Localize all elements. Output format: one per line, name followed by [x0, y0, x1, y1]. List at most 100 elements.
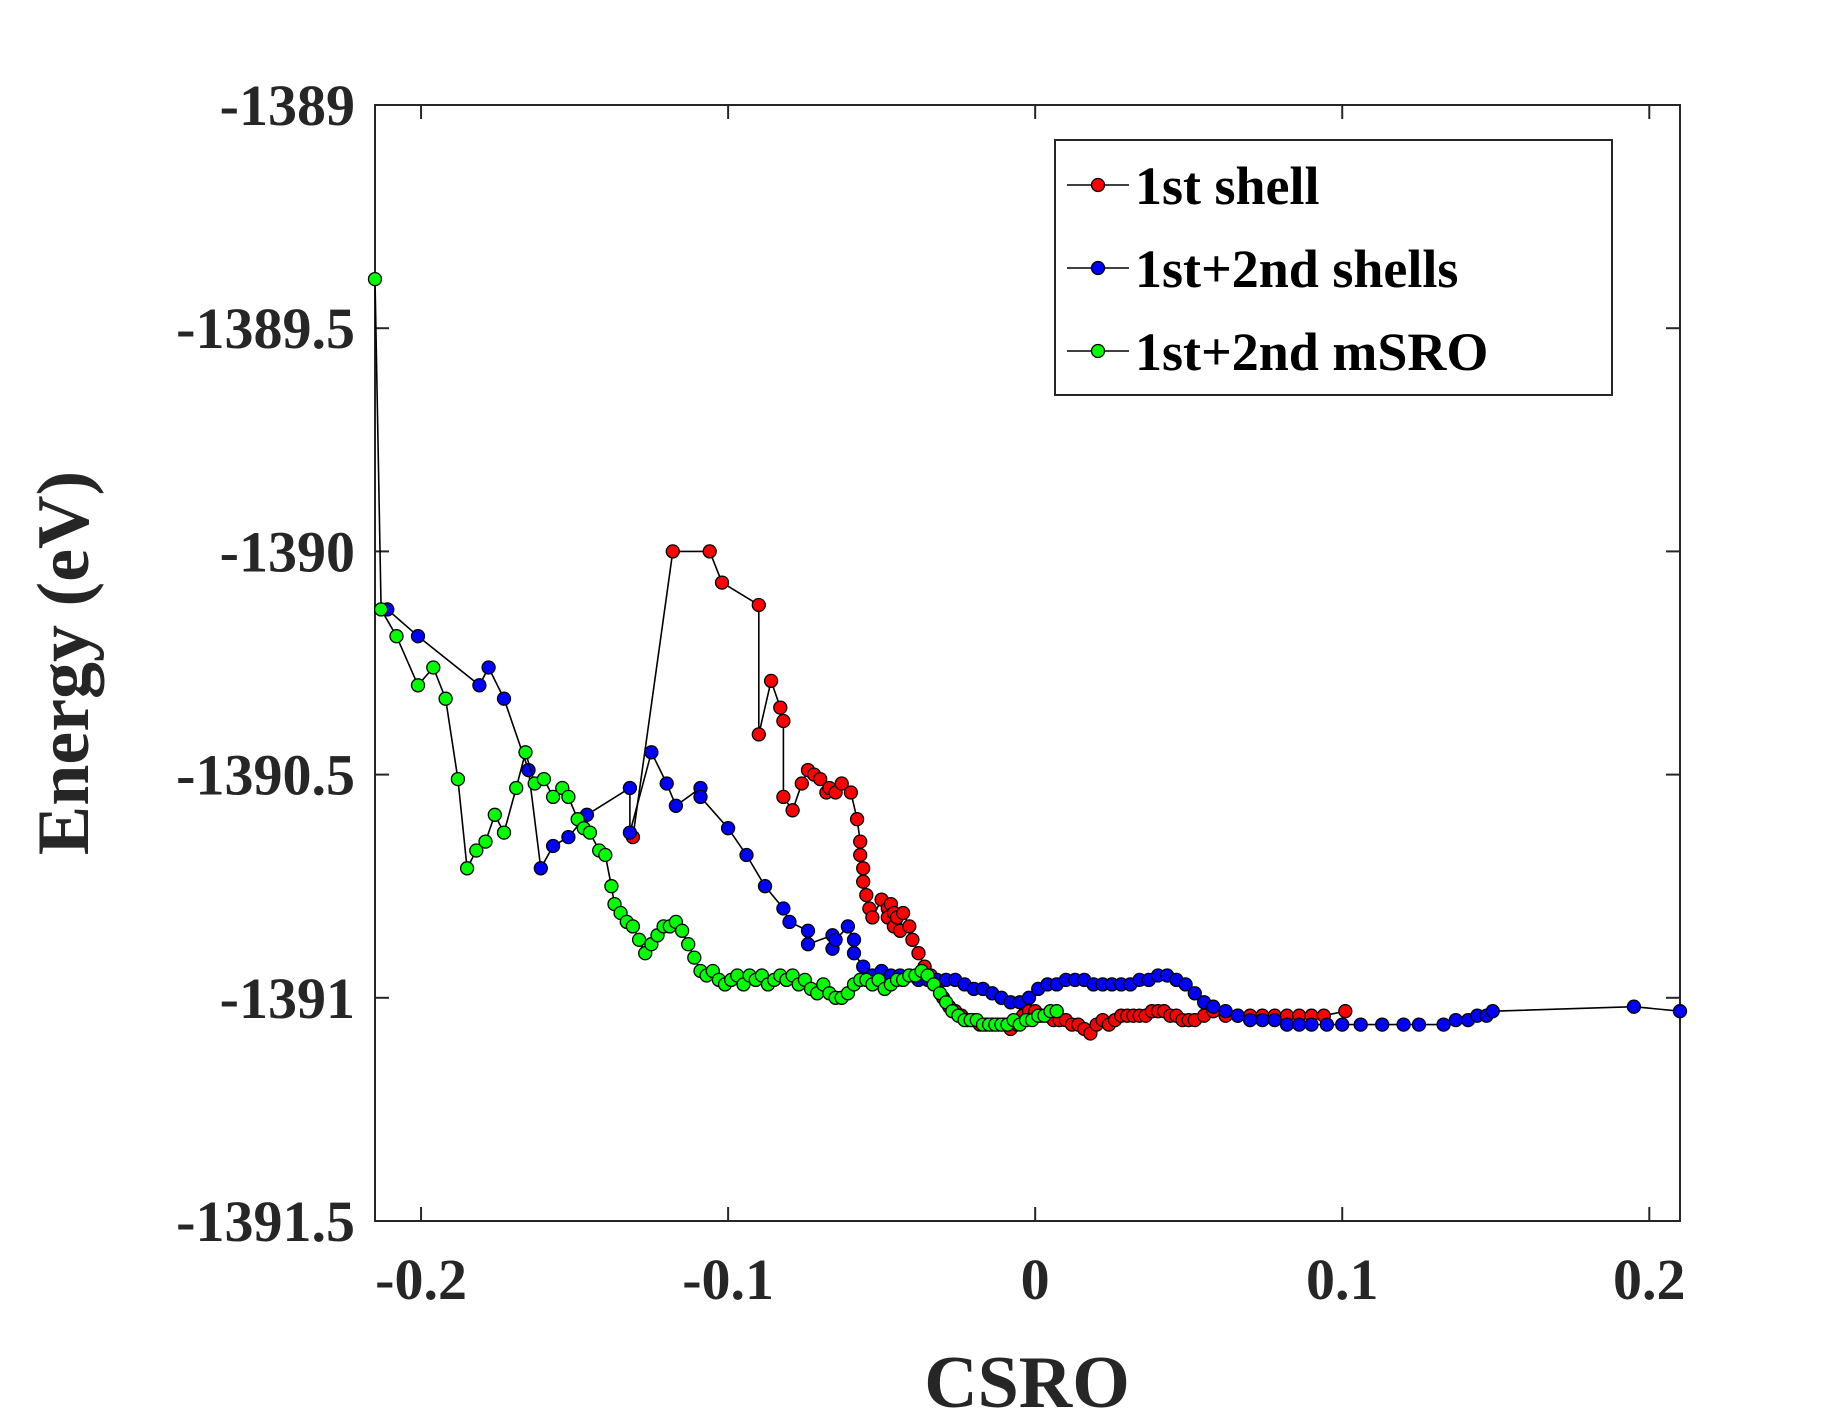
data-point [1353, 1017, 1368, 1032]
data-point [693, 789, 708, 805]
axis-tick-labels: -0.2 -0.1 0 0.1 0.2 -1389 -1389.5 -1390 -1390.5 -… [176, 73, 1685, 1312]
x-axis-title: CSRO [924, 1342, 1130, 1418]
data-point [561, 789, 576, 805]
legend: 1st shell 1st+2nd shells 1st+2nd mSRO [1054, 139, 1613, 396]
data-point [813, 771, 828, 787]
legend-label: 1st shell [1135, 156, 1320, 216]
y-tick-label: -1390 [220, 519, 355, 584]
data-point [828, 932, 843, 947]
x-tick-label: -0.1 [682, 1247, 774, 1312]
data-point [1626, 999, 1642, 1014]
x-tick-label: 0.2 [1613, 1247, 1686, 1312]
data-point [843, 785, 859, 800]
y-axis-title: Energy (eV) [23, 471, 105, 855]
data-point [521, 762, 536, 778]
data-point [773, 700, 788, 715]
data-point [1338, 1004, 1353, 1019]
data-point [849, 812, 865, 827]
legend-label: 1st+2nd mSRO [1135, 322, 1488, 382]
legend-box [1054, 139, 1613, 396]
data-point [668, 798, 684, 813]
data-point [659, 776, 674, 791]
data-point [751, 597, 766, 613]
data-point [426, 660, 441, 675]
data-point [702, 544, 717, 559]
data-point [1485, 1004, 1500, 1019]
data-point [1021, 990, 1037, 1005]
data-point [751, 727, 766, 742]
x-tick-label: 0 [1021, 1247, 1050, 1312]
data-point [1242, 1012, 1258, 1028]
data-point [481, 660, 496, 675]
legend-marker [1090, 177, 1106, 193]
series-group [367, 271, 1064, 1032]
data-point [518, 745, 533, 760]
data-point [545, 838, 561, 854]
data-point [472, 678, 487, 693]
data-point [1375, 1017, 1390, 1032]
data-point [598, 847, 613, 863]
data-point [545, 789, 561, 805]
data-point [1206, 999, 1221, 1014]
data-point [410, 678, 426, 693]
data-point [1396, 1017, 1411, 1032]
y-tick-label: -1390.5 [176, 743, 355, 808]
data-point [496, 825, 512, 840]
y-tick-label: -1391.5 [176, 1189, 355, 1254]
series-layer [367, 271, 1688, 1041]
data-point [459, 861, 475, 876]
data-point [776, 713, 791, 729]
data-point [373, 602, 389, 617]
data-point [487, 807, 502, 822]
data-point [1319, 1017, 1335, 1032]
data-point [496, 691, 512, 706]
data-point [1049, 1004, 1064, 1019]
legend-label: 1st+2nd shells [1135, 239, 1458, 299]
data-point [674, 923, 690, 938]
x-tick-label: 0.1 [1306, 1247, 1379, 1312]
data-point [389, 629, 404, 644]
data-point [438, 691, 453, 706]
data-point [631, 932, 647, 947]
data-point [622, 780, 638, 796]
data-point [536, 771, 552, 787]
data-point [763, 673, 779, 689]
data-point [785, 803, 800, 818]
data-point [665, 544, 680, 559]
data-point [450, 771, 466, 787]
data-point [757, 879, 773, 894]
data-point [469, 843, 484, 858]
data-point [911, 946, 926, 961]
data-point [714, 575, 730, 590]
data-point [846, 932, 862, 947]
data-point [800, 937, 816, 952]
data-point [1230, 1008, 1245, 1023]
data-point [846, 946, 862, 961]
data-point [905, 932, 920, 947]
data-point [1292, 1017, 1307, 1032]
data-point [739, 847, 754, 863]
data-point [582, 825, 598, 840]
data-point [856, 959, 871, 974]
data-point [840, 919, 856, 934]
data-point [367, 271, 383, 287]
y-tick-label: -1389.5 [176, 296, 355, 361]
x-tick-label: -0.2 [375, 1247, 467, 1312]
data-point [800, 923, 816, 938]
data-point [865, 910, 880, 925]
data-point [895, 905, 911, 921]
data-point [1279, 1017, 1295, 1032]
data-point [410, 629, 426, 644]
legend-marker [1090, 343, 1106, 359]
data-point [856, 874, 871, 889]
axis-ticks [375, 104, 1680, 1222]
data-point [509, 780, 524, 796]
data-point [687, 950, 702, 965]
data-point [1218, 1004, 1233, 1019]
data-point [776, 901, 791, 916]
data-point [561, 829, 576, 845]
data-point [1436, 1017, 1451, 1032]
data-point [1335, 1017, 1350, 1032]
data-point [622, 825, 638, 840]
